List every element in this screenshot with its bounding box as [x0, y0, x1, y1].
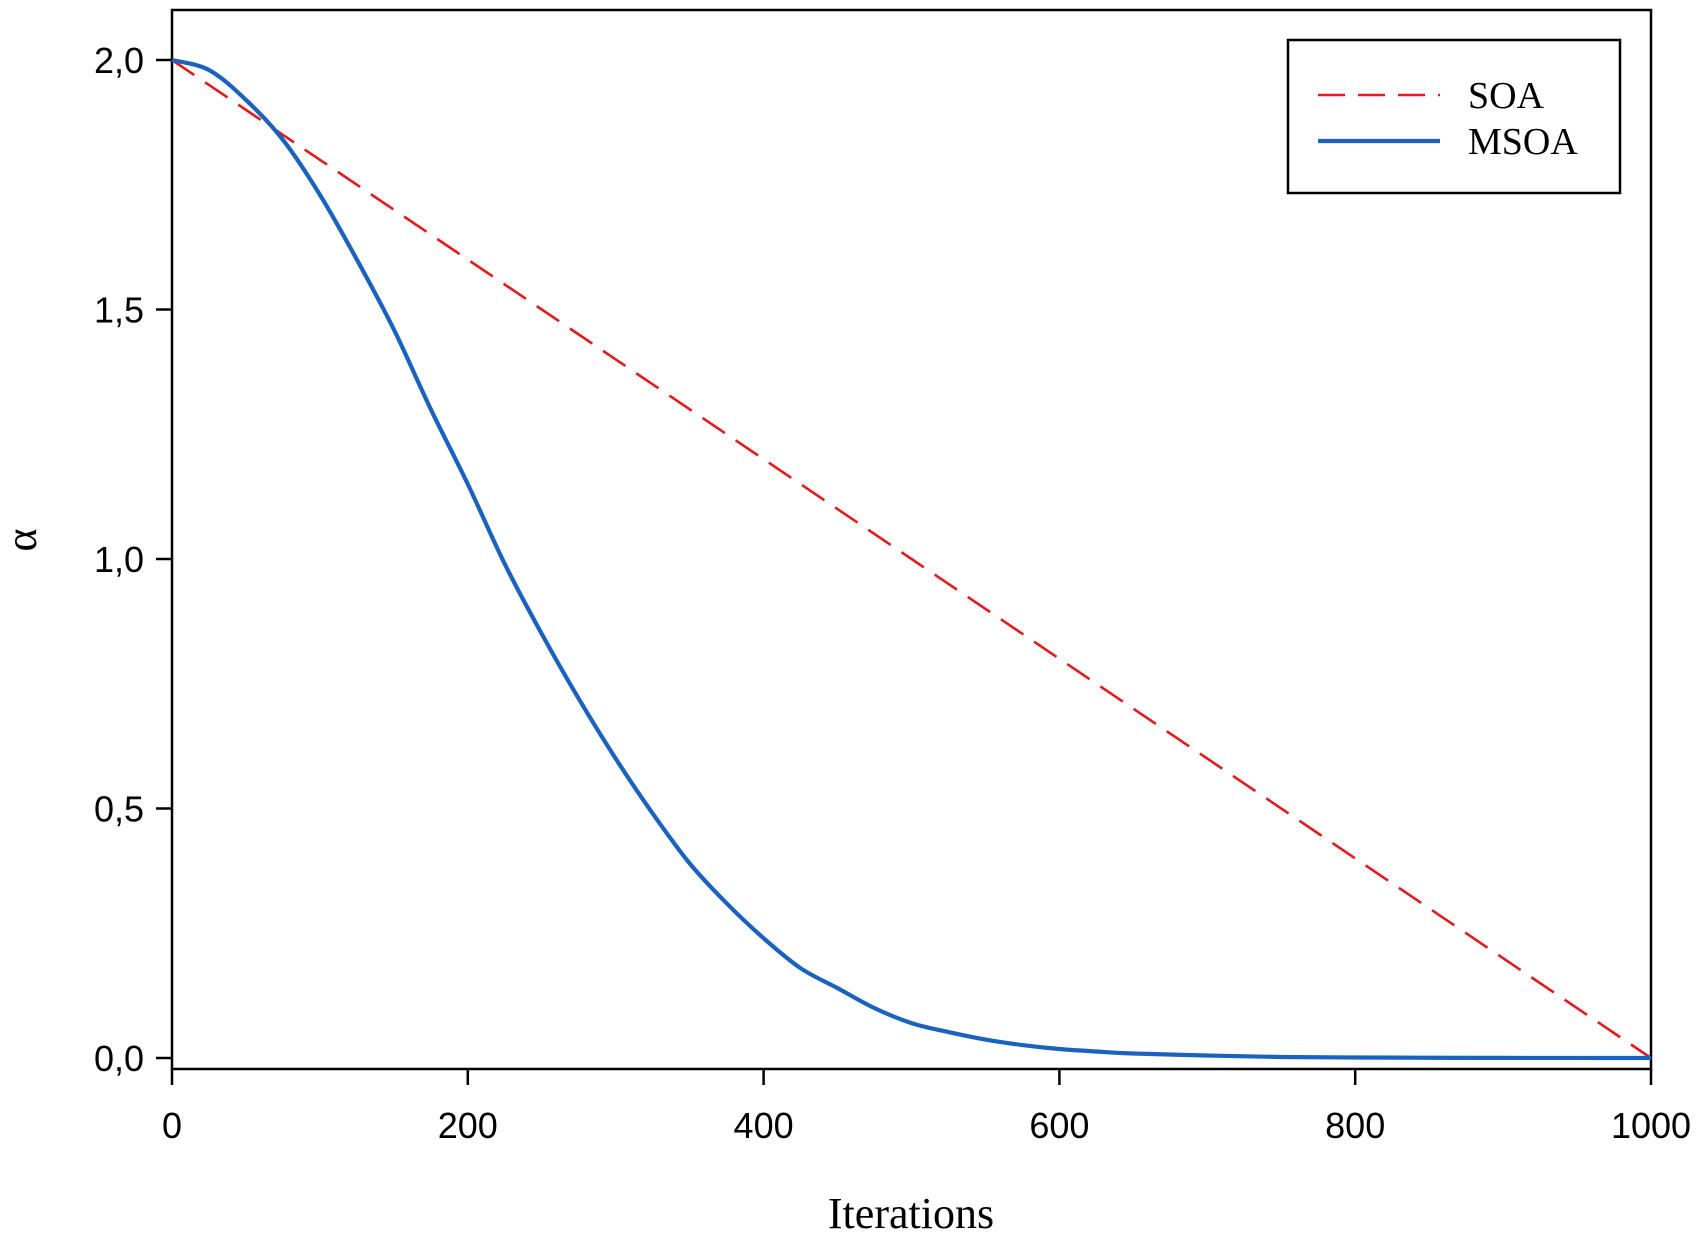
x-tick-label: 0: [162, 1105, 182, 1146]
y-tick-label: 1,0: [94, 539, 144, 580]
legend-label-msoa: MSOA: [1468, 121, 1578, 163]
legend-frame: [1286, 38, 1622, 195]
series-layer: [171, 57, 1652, 1061]
x-tick-label: 800: [1325, 1105, 1385, 1146]
legend-label-soa: SOA: [1468, 75, 1545, 117]
series-line-msoa: [171, 57, 1652, 1061]
x-tick-label: 1000: [1611, 1105, 1691, 1146]
y-axis-title: α: [0, 528, 46, 551]
x-tick-label: 600: [1029, 1105, 1089, 1146]
x-tick-label: 200: [438, 1105, 498, 1146]
y-tick-label: 0,5: [94, 789, 144, 830]
plot-area-frame: [170, 8, 1653, 1071]
y-tick-label: 1,5: [94, 290, 144, 331]
series-line-soa: [171, 58, 1652, 1060]
x-axis-title: Iterations: [828, 1189, 994, 1233]
y-tick-label: 2,0: [94, 40, 144, 81]
x-axis: 0 200 400 600 800 1000: [162, 1069, 1691, 1146]
x-tick-label: 400: [734, 1105, 794, 1146]
legend: SOA MSOA: [1286, 38, 1622, 195]
y-tick-label: 0,0: [94, 1038, 144, 1079]
y-axis: 0,0 0,5 1,0 1,5 2,0: [94, 40, 172, 1079]
